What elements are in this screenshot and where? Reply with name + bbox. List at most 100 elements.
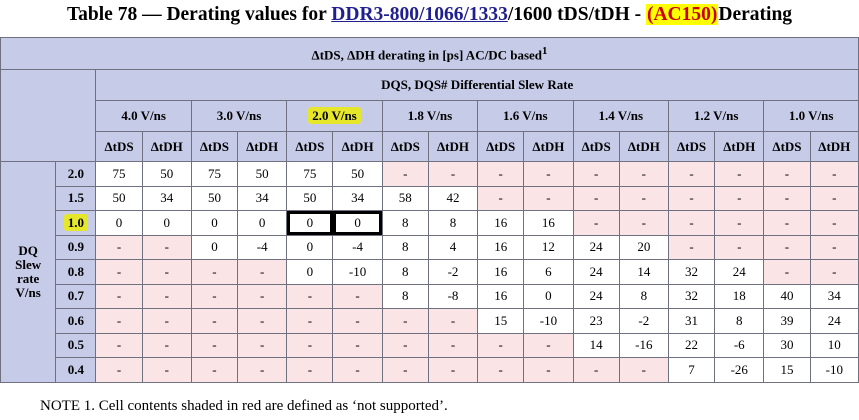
- delta-tds-value: 30: [763, 332, 811, 358]
- dq-slew-rate-cell: 1.0: [55, 210, 97, 236]
- delta-tds-header: ΔtDS: [381, 131, 429, 162]
- table-row: 1.5 50 34 50 34 50 34 58 42- - - - - - - -: [1, 185, 859, 211]
- delta-tdh-value: -: [523, 357, 574, 383]
- delta-tds-value: 24: [572, 234, 620, 260]
- delta-tdh-value: 14: [618, 259, 669, 285]
- slew-rate-header-0: 4.0 V/ns: [95, 100, 192, 132]
- delta-tdh-value: -: [141, 234, 192, 260]
- delta-tdh-value: -: [809, 161, 859, 187]
- delta-tdh-value: 0: [523, 283, 574, 309]
- delta-tdh-value: -: [332, 332, 383, 358]
- delta-tds-value: 32: [667, 259, 716, 285]
- delta-tdh-value: -: [237, 283, 288, 309]
- delta-tdh-value: 24: [809, 308, 859, 334]
- dq-slew-rate-cell: 0.7: [55, 283, 97, 309]
- delta-tdh-value: -: [141, 308, 192, 334]
- delta-tdh-value: -: [809, 210, 859, 236]
- delta-tdh-value: -: [237, 308, 288, 334]
- delta-tds-value: -: [190, 357, 239, 383]
- delta-tdh-value: 50: [237, 161, 288, 187]
- delta-tdh-value: -26: [714, 357, 765, 383]
- delta-tds-value: -: [477, 185, 525, 211]
- delta-tds-value: 75: [95, 161, 143, 187]
- delta-tds-value: -: [763, 259, 811, 285]
- title-speed-grade-link[interactable]: DDR3-800/1066/1333: [331, 4, 508, 25]
- delta-tds-value: -: [572, 161, 620, 187]
- delta-tds-value: -: [763, 234, 811, 260]
- table-row: 0.9- -0 -4 0 -4 8 4 16 12 24 20- - - -: [1, 234, 859, 260]
- delta-tdh-value: 50: [141, 161, 192, 187]
- dq-slew-rate-cell: 0.8: [55, 259, 97, 285]
- delta-tdh-value: -16: [618, 332, 669, 358]
- delta-tds-value: -: [381, 332, 429, 358]
- delta-tdh-value: -4: [237, 234, 288, 260]
- delta-tdh-value: 34: [809, 283, 859, 309]
- delta-tds-value: 24: [572, 283, 620, 309]
- delta-tdh-value: 34: [332, 185, 383, 211]
- delta-tdh-header: ΔtDH: [332, 131, 383, 162]
- delta-tds-value: 50: [190, 185, 239, 211]
- delta-tds-value: -: [667, 161, 716, 187]
- delta-tds-value: -: [763, 210, 811, 236]
- delta-tds-value: 7: [667, 357, 716, 383]
- delta-tds-value: -: [381, 308, 429, 334]
- table-row: 0.4- - - - - - - - - - - -7 -26 15 -10: [1, 357, 859, 383]
- slew-rate-header-1: 3.0 V/ns: [190, 100, 288, 132]
- table-row: 1.0 0 0 0 0 0 0 8 8 16 16- - - - - -: [1, 210, 859, 236]
- delta-tds-value: 16: [477, 234, 525, 260]
- delta-tds-value: -: [286, 308, 334, 334]
- dq-slew-rate-cell: 1.5: [55, 185, 97, 211]
- delta-tdh-value: -: [237, 259, 288, 285]
- table-main-header: ΔtDS, ΔDH derating in [ps] AC/DC based1: [0, 37, 859, 70]
- delta-tds-value: 8: [381, 283, 429, 309]
- delta-tdh-value: -: [141, 332, 192, 358]
- delta-tds-value: 24: [572, 259, 620, 285]
- delta-tdh-value: -: [714, 234, 765, 260]
- delta-tdh-value: -: [141, 357, 192, 383]
- delta-tds-value: -: [286, 332, 334, 358]
- side-label-line: Slew: [15, 256, 42, 272]
- dq-slew-rate-cell: 0.9: [55, 234, 97, 260]
- delta-tdh-value: 42: [427, 185, 479, 211]
- delta-tdh-value: -: [332, 357, 383, 383]
- delta-tdh-value: -2: [427, 259, 479, 285]
- delta-tds-value: 22: [667, 332, 716, 358]
- delta-tdh-header: ΔtDH: [141, 131, 192, 162]
- delta-tdh-value: -: [618, 185, 669, 211]
- delta-tdh-value: -10: [523, 308, 574, 334]
- delta-tds-value: 16: [477, 259, 525, 285]
- delta-tds-header: ΔtDS: [286, 131, 334, 162]
- delta-tds-value: -: [95, 283, 143, 309]
- delta-tdh-header: ΔtDH: [237, 131, 288, 162]
- table-note: NOTE 1. Cell contents shaded in red are …: [40, 398, 448, 414]
- delta-tdh-value: 34: [237, 185, 288, 211]
- footnote-marker: 1: [542, 45, 548, 58]
- delta-tds-value: -: [763, 161, 811, 187]
- delta-tdh-value: 4: [427, 234, 479, 260]
- delta-tds-value: 8: [381, 210, 429, 236]
- delta-tdh-value: -: [714, 210, 765, 236]
- dqs-slew-rate-header: DQS, DQS# Differential Slew Rate: [95, 69, 859, 101]
- delta-tds-value: 14: [572, 332, 620, 358]
- delta-tds-value: 0: [286, 259, 334, 285]
- dq-slew-rate-value: 0.5: [67, 337, 84, 353]
- delta-tds-value: 31: [667, 308, 716, 334]
- delta-tdh-value: 0: [332, 210, 383, 236]
- delta-tds-value: -: [95, 308, 143, 334]
- delta-tdh-value: 6: [523, 259, 574, 285]
- slew-rate-label: 3.0 V/ns: [216, 108, 262, 123]
- delta-tdh-header: ΔtDH: [809, 131, 859, 162]
- delta-tdh-value: -: [523, 161, 574, 187]
- delta-tds-value: -: [286, 283, 334, 309]
- delta-tdh-value: -: [237, 332, 288, 358]
- slew-rate-label: 4.0 V/ns: [121, 108, 166, 123]
- delta-tds-value: -: [763, 185, 811, 211]
- delta-tds-value: 58: [381, 185, 429, 211]
- delta-tdh-header: ΔtDH: [714, 131, 765, 162]
- delta-tdh-value: -6: [714, 332, 765, 358]
- delta-tdh-value: -4: [332, 234, 383, 260]
- delta-tds-value: 0: [190, 210, 239, 236]
- delta-tds-value: -: [667, 210, 716, 236]
- delta-tds-header: ΔtDS: [763, 131, 811, 162]
- delta-tdh-value: -: [618, 161, 669, 187]
